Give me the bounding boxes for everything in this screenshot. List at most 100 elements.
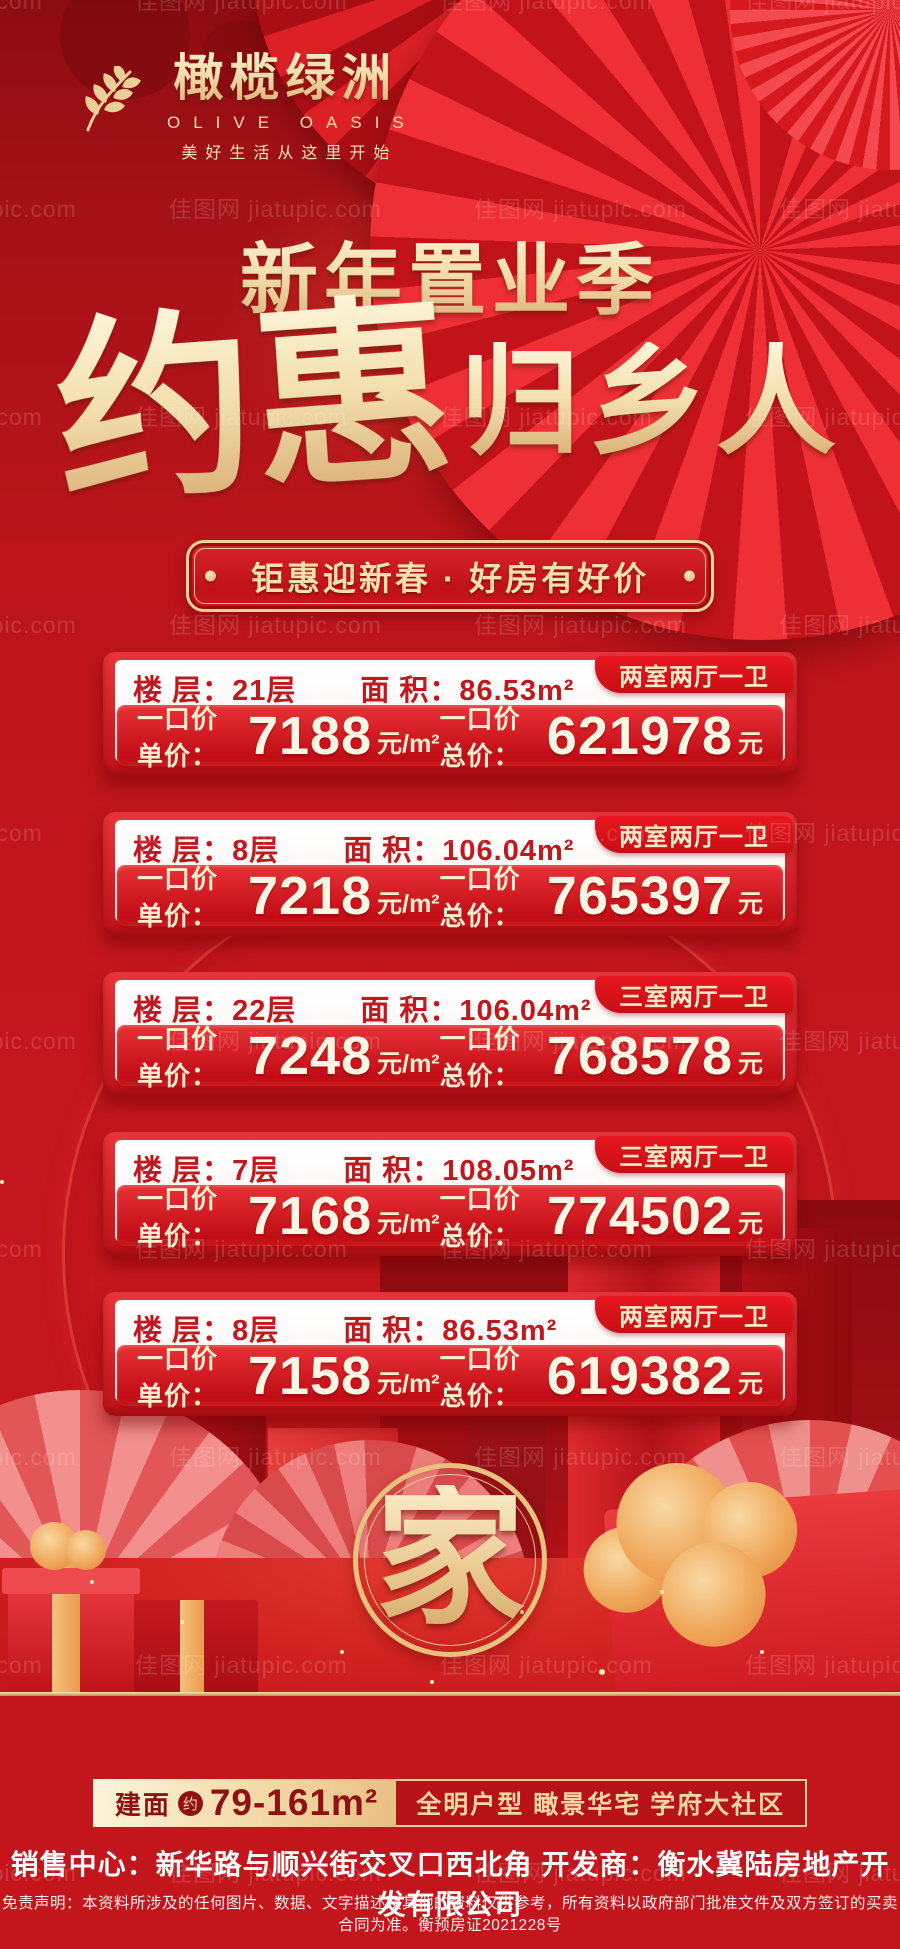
unit-price-unit: 元/m² — [377, 1369, 440, 1398]
layout-tag: 两室两厅一卫 — [595, 1296, 793, 1333]
unit-price-value: 7248 — [247, 1025, 373, 1086]
price-card-list: 两室两厅一卫 楼 层：21层 面 积：86.53m² 一口价单价： 7188 元… — [103, 652, 797, 1452]
main-title-rest: 归乡人 — [460, 334, 844, 469]
layout-tag: 三室两厅一卫 — [595, 1136, 793, 1173]
watermark-text: 佳图网 jiatupic.com — [779, 1028, 900, 1054]
project-info-bar: 建面 约 79-161m² 全明户型 瞰景华宅 学府大社区 — [0, 1779, 900, 1827]
card-info-row: 楼 层：8层 面 积：86.53m² — [133, 1307, 557, 1349]
unit-price-value: 7168 — [247, 1185, 373, 1246]
area-value: 106.04m² — [442, 835, 575, 867]
total-price-unit: 元 — [737, 1369, 763, 1398]
total-price-unit: 元 — [737, 1209, 763, 1238]
unit-price-unit: 元/m² — [377, 889, 440, 918]
season-title: 新年置业季 — [0, 218, 900, 330]
unit-price-group: 一口价单价： 7158 元/m² — [137, 1339, 440, 1413]
floor-label: 楼 层： — [133, 675, 233, 707]
selling-points-segment: 全明户型 瞰景华宅 学府大社区 — [396, 1779, 808, 1827]
total-price-label: 一口价总价： — [439, 1343, 521, 1411]
area-value: 86.53m² — [459, 675, 575, 707]
promo-banner: 钜惠迎新春 · 好房有好价 — [186, 540, 714, 612]
brand-name-english: OLIVE OASIS — [167, 113, 417, 132]
layout-tag: 三室两厅一卫 — [595, 976, 793, 1013]
total-price-value: 774502 — [546, 1185, 733, 1246]
watermark-text: 佳图网 jiatupic.com — [0, 612, 77, 638]
sparkle-dots — [0, 1180, 4, 1184]
unit-price-unit: 元/m² — [377, 1209, 440, 1238]
unit-price-group: 一口价单价： 7188 元/m² — [137, 699, 440, 773]
price-bar: 一口价单价： 7168 元/m² 一口价总价： 774502 元 — [117, 1184, 783, 1251]
sales-center-line: 销售中心：新华路与顺兴街交叉口西北角 开发商：衡水冀陆房地产开发有限公司 — [10, 1849, 890, 1920]
unit-price-label: 一口价单价： — [137, 703, 219, 771]
unit-price-unit: 元/m² — [377, 1049, 440, 1078]
price-bar: 一口价单价： 7248 元/m² 一口价总价： 768578 元 — [117, 1024, 783, 1091]
rivet-dot-icon — [205, 570, 216, 582]
unit-price-unit: 元/m² — [377, 729, 440, 758]
price-bar: 一口价单价： 7188 元/m² 一口价总价： 621978 元 — [117, 704, 783, 771]
selling-points-text: 全明户型 瞰景华宅 学府大社区 — [416, 1791, 786, 1819]
total-price-label: 一口价总价： — [439, 1183, 521, 1251]
price-bar: 一口价单价： 7218 元/m² 一口价总价： 765397 元 — [117, 864, 783, 931]
property-card: 三室两厅一卫 楼 层：7层 面 积：108.05m² 一口价单价： 7168 元… — [103, 1132, 797, 1256]
floor-label: 楼 层： — [133, 1155, 233, 1187]
area-label: 面 积： — [343, 835, 443, 867]
area-value: 106.04m² — [459, 995, 592, 1027]
total-price-group: 一口价总价： 774502 元 — [440, 1179, 763, 1253]
main-title-calligraphy: 约惠 — [48, 271, 460, 532]
layout-tag-text: 三室两厅一卫 — [619, 1144, 769, 1171]
main-title: 约惠 归乡人 — [0, 271, 900, 531]
card-info-row: 楼 层：8层 面 积：106.04m² — [133, 827, 574, 869]
gold-divider — [0, 1692, 900, 1696]
unit-price-value: 7158 — [247, 1345, 373, 1406]
total-price-unit: 元 — [737, 889, 763, 918]
total-price-value: 765397 — [546, 865, 733, 926]
area-value: 108.05m² — [442, 1155, 575, 1187]
area-label: 面 积： — [343, 1315, 443, 1347]
total-price-unit: 元 — [737, 1049, 763, 1078]
floor-label: 楼 层： — [133, 835, 233, 867]
total-price-group: 一口价总价： 765397 元 — [440, 859, 763, 933]
approx-circle-icon: 约 — [177, 1790, 203, 1816]
unit-price-value: 7188 — [247, 705, 373, 766]
promo-banner-text: 钜惠迎新春 · 好房有好价 — [250, 560, 650, 597]
total-price-group: 一口价总价： 619382 元 — [440, 1339, 763, 1413]
total-price-label: 一口价总价： — [439, 863, 521, 931]
disclaimer-text: 免责声明：本资料所涉及的任何图片、数据、文字描述及其他的资料仅供参考，所有资料以… — [1, 1895, 898, 1934]
area-range-value: 79-161m² — [209, 1782, 379, 1823]
floor-value: 22层 — [232, 995, 297, 1027]
area-label: 面 积： — [360, 675, 460, 707]
gift-box — [580, 1458, 900, 1696]
total-price-value: 619382 — [546, 1345, 733, 1406]
area-range-segment: 建面 约 79-161m² — [92, 1779, 397, 1827]
property-card: 两室两厅一卫 楼 层：21层 面 积：86.53m² 一口价单价： 7188 元… — [103, 652, 797, 776]
floor-value: 21层 — [232, 675, 297, 707]
total-price-unit: 元 — [737, 729, 763, 758]
area-value: 86.53m² — [442, 1315, 558, 1347]
card-info-row: 楼 层：22层 面 积：106.04m² — [133, 987, 592, 1029]
property-card: 两室两厅一卫 楼 层：8层 面 积：106.04m² 一口价单价： 7218 元… — [103, 812, 797, 936]
rivet-dot-icon — [684, 570, 695, 582]
layout-tag-text: 两室两厅一卫 — [619, 1304, 769, 1331]
brand-logo: 橄榄绿洲 OLIVE OASIS 美好生活从这里开始 — [80, 38, 417, 163]
brand-name: 橄榄绿洲 — [173, 38, 397, 110]
unit-price-label: 一口价单价： — [137, 1343, 219, 1411]
unit-price-label: 一口价单价： — [137, 863, 219, 931]
home-circle-icon: 家 — [353, 1463, 547, 1657]
watermark-text: 佳图网 jiatupic.com — [0, 1028, 77, 1054]
gift-bow-icon — [66, 1530, 106, 1570]
total-price-label: 一口价总价： — [439, 703, 521, 771]
property-card: 两室两厅一卫 楼 层：8层 面 积：86.53m² 一口价单价： 7158 元/… — [103, 1292, 797, 1416]
card-info-row: 楼 层：21层 面 积：86.53m² — [133, 667, 574, 709]
area-label: 面 积： — [343, 1155, 443, 1187]
unit-price-group: 一口价单价： 7248 元/m² — [137, 1019, 440, 1093]
floor-value: 8层 — [232, 835, 280, 867]
gift-box — [128, 1600, 258, 1696]
watermark-text: 佳图网 jiatupic.com — [0, 820, 43, 846]
unit-price-group: 一口价单价： 7168 元/m² — [137, 1179, 440, 1253]
floor-label: 楼 层： — [133, 995, 233, 1027]
floor-value: 8层 — [232, 1315, 280, 1347]
home-character: 家 — [374, 1477, 525, 1643]
layout-tag-text: 两室两厅一卫 — [619, 664, 769, 691]
unit-price-label: 一口价单价： — [137, 1023, 219, 1091]
total-price-group: 一口价总价： 768578 元 — [440, 1019, 763, 1093]
